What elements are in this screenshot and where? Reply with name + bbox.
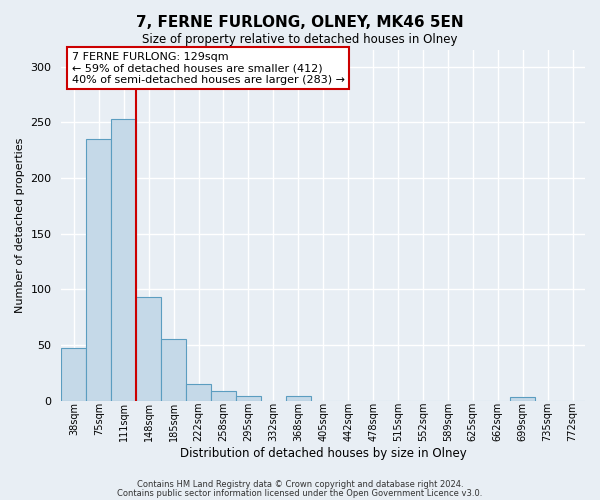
Bar (286, 396, 311, 400)
Text: Size of property relative to detached houses in Olney: Size of property relative to detached ho… (142, 32, 458, 46)
Bar (510, 397, 535, 400)
Bar (136, 297, 161, 401)
Bar (211, 390, 236, 400)
Bar (86, 139, 111, 400)
Bar (186, 384, 211, 400)
Bar (61, 348, 86, 401)
Text: Contains HM Land Registry data © Crown copyright and database right 2024.: Contains HM Land Registry data © Crown c… (137, 480, 463, 489)
Bar (111, 119, 136, 400)
Bar (161, 340, 186, 400)
Y-axis label: Number of detached properties: Number of detached properties (15, 138, 25, 313)
Bar (236, 396, 261, 400)
Text: 7, FERNE FURLONG, OLNEY, MK46 5EN: 7, FERNE FURLONG, OLNEY, MK46 5EN (136, 15, 464, 30)
Text: Contains public sector information licensed under the Open Government Licence v3: Contains public sector information licen… (118, 489, 482, 498)
Text: 7 FERNE FURLONG: 129sqm
← 59% of detached houses are smaller (412)
40% of semi-d: 7 FERNE FURLONG: 129sqm ← 59% of detache… (72, 52, 345, 85)
X-axis label: Distribution of detached houses by size in Olney: Distribution of detached houses by size … (180, 447, 467, 460)
